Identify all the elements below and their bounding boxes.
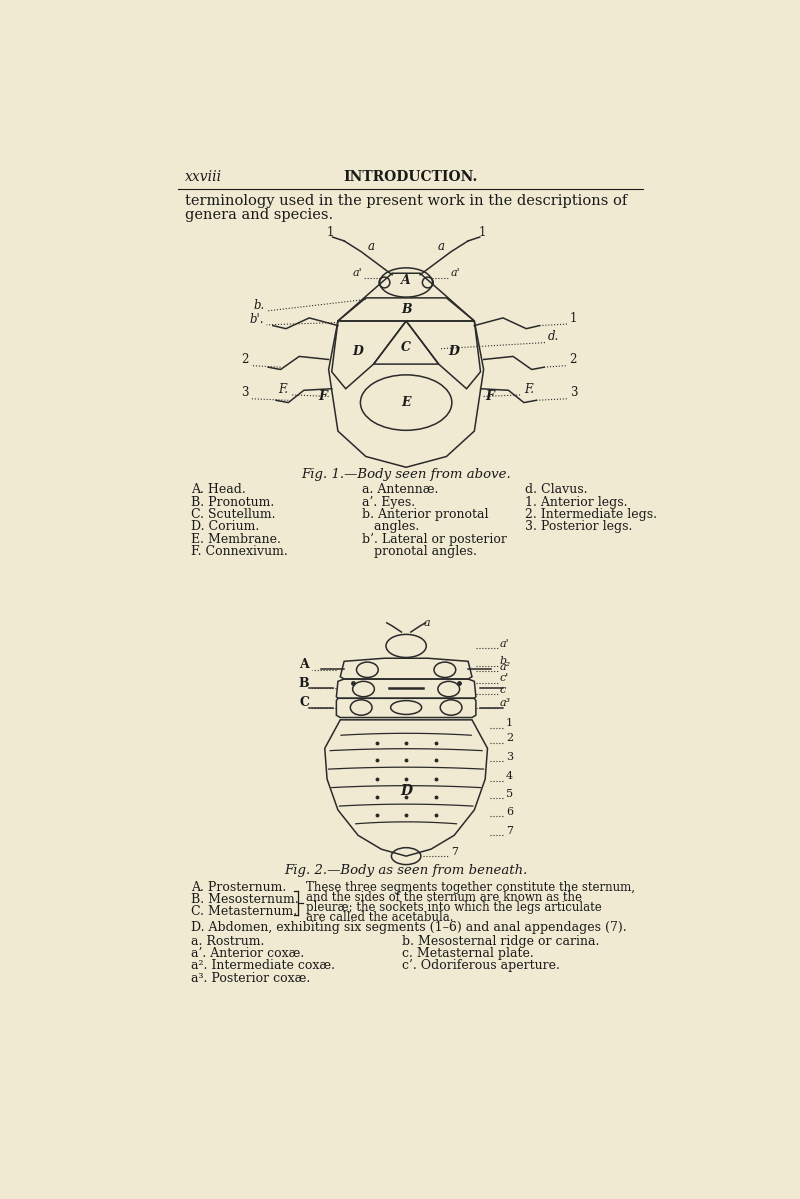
Text: 1: 1: [326, 227, 334, 240]
Text: B. Mesosternum.: B. Mesosternum.: [191, 893, 299, 906]
Text: Fig. 1.—Body seen from above.: Fig. 1.—Body seen from above.: [302, 468, 511, 481]
Text: b.: b.: [253, 299, 264, 312]
Text: 1: 1: [478, 227, 486, 240]
Text: a': a': [500, 639, 510, 649]
Text: b'.: b'.: [250, 313, 264, 325]
Text: 3: 3: [506, 752, 514, 761]
Text: E. Membrane.: E. Membrane.: [191, 532, 282, 546]
Text: and the sides of the sternum are known as the: and the sides of the sternum are known a…: [306, 891, 582, 904]
Text: d.: d.: [548, 330, 559, 343]
Text: 2. Intermediate legs.: 2. Intermediate legs.: [525, 508, 657, 522]
Text: D. Abdomen, exhibiting six segments (1–6) and anal appendages (7).: D. Abdomen, exhibiting six segments (1–6…: [191, 921, 627, 934]
Text: D: D: [353, 345, 363, 359]
Text: 7: 7: [451, 846, 458, 856]
Text: c': c': [500, 674, 509, 683]
Text: a³: a³: [500, 698, 511, 707]
Text: a: a: [438, 240, 445, 253]
Text: B: B: [298, 676, 310, 689]
Text: F: F: [318, 390, 327, 403]
Text: b: b: [500, 656, 507, 667]
Text: b. Mesosternal ridge or carina.: b. Mesosternal ridge or carina.: [402, 935, 600, 947]
Text: B: B: [401, 303, 411, 315]
Text: a. Rostrum.: a. Rostrum.: [191, 935, 265, 947]
Text: F. Connexivum.: F. Connexivum.: [191, 546, 288, 558]
Text: C. Metasternum.: C. Metasternum.: [191, 905, 298, 918]
Text: c’. Odoriferous aperture.: c’. Odoriferous aperture.: [402, 959, 560, 972]
Text: a². Intermediate coxæ.: a². Intermediate coxæ.: [191, 959, 335, 972]
Text: 3. Posterior legs.: 3. Posterior legs.: [525, 520, 632, 534]
Text: a. Antennæ.: a. Antennæ.: [362, 483, 438, 496]
Text: F.: F.: [524, 382, 534, 396]
Text: 5: 5: [506, 789, 514, 799]
Text: 1: 1: [506, 718, 514, 728]
Text: C. Scutellum.: C. Scutellum.: [191, 508, 276, 522]
Text: a': a': [352, 269, 362, 278]
Text: A. Prosternum.: A. Prosternum.: [191, 881, 286, 893]
Text: 7: 7: [506, 826, 513, 836]
Text: b’. Lateral or posterior: b’. Lateral or posterior: [362, 532, 507, 546]
Text: 2: 2: [570, 354, 577, 367]
Text: F.: F.: [278, 382, 288, 396]
Text: angles.: angles.: [362, 520, 419, 534]
Text: 2: 2: [506, 734, 514, 743]
Text: F: F: [486, 390, 494, 403]
Text: a': a': [450, 269, 460, 278]
Text: INTRODUCTION.: INTRODUCTION.: [343, 170, 477, 183]
Text: A: A: [299, 658, 310, 671]
Text: xxviii: xxviii: [186, 170, 222, 183]
Text: c. Metasternal plate.: c. Metasternal plate.: [402, 947, 534, 960]
Text: 2: 2: [242, 354, 249, 367]
Text: E: E: [402, 396, 411, 409]
Text: 6: 6: [506, 807, 514, 817]
Text: C: C: [401, 342, 411, 355]
Text: pronotal angles.: pronotal angles.: [362, 546, 477, 558]
Text: a’. Anterior coxæ.: a’. Anterior coxæ.: [191, 947, 305, 960]
Text: 1. Anterior legs.: 1. Anterior legs.: [525, 495, 627, 508]
Text: 3: 3: [570, 386, 577, 399]
Text: A: A: [402, 275, 411, 288]
Text: a’. Eyes.: a’. Eyes.: [362, 495, 415, 508]
Text: a²: a²: [500, 662, 511, 671]
Text: D. Corium.: D. Corium.: [191, 520, 260, 534]
Text: Fig. 2.—Body as seen from beneath.: Fig. 2.—Body as seen from beneath.: [285, 863, 528, 876]
Text: pleuræ; the sockets into which the legs articulate: pleuræ; the sockets into which the legs …: [306, 900, 602, 914]
Text: D: D: [449, 345, 460, 359]
Text: 1: 1: [570, 312, 577, 325]
Text: d. Clavus.: d. Clavus.: [525, 483, 587, 496]
Text: A. Head.: A. Head.: [191, 483, 246, 496]
Text: 4: 4: [506, 771, 514, 781]
Text: C: C: [299, 695, 310, 709]
Text: a: a: [423, 617, 430, 628]
Text: are called the acetabula.: are called the acetabula.: [306, 911, 454, 923]
Text: a³. Posterior coxæ.: a³. Posterior coxæ.: [191, 971, 310, 984]
Text: a: a: [368, 240, 374, 253]
Text: b. Anterior pronotal: b. Anterior pronotal: [362, 508, 489, 522]
Text: genera and species.: genera and species.: [186, 209, 334, 222]
Text: These three segments together constitute the sternum,: These three segments together constitute…: [306, 881, 635, 893]
Text: terminology used in the present work in the descriptions of: terminology used in the present work in …: [186, 194, 627, 209]
Text: D: D: [400, 784, 412, 797]
Text: 3: 3: [242, 386, 249, 399]
Text: c: c: [500, 685, 506, 695]
Text: B. Pronotum.: B. Pronotum.: [191, 495, 274, 508]
